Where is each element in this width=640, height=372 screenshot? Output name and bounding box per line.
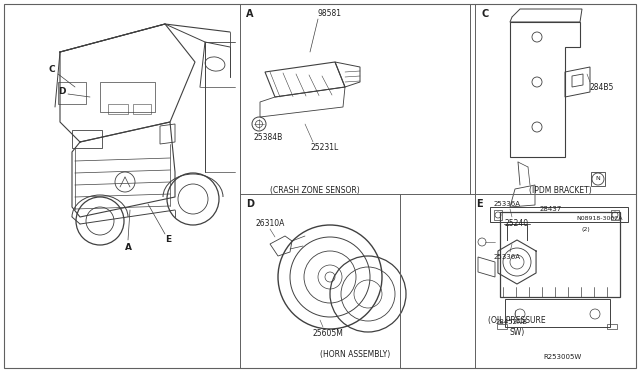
Bar: [490, 207, 628, 222]
Bar: [497, 324, 507, 329]
Text: 26310A: 26310A: [256, 219, 285, 228]
Bar: [500, 212, 620, 297]
Text: N08918-3062A: N08918-3062A: [576, 217, 623, 221]
Bar: [108, 104, 128, 114]
Text: (CRASH ZONE SENSOR): (CRASH ZONE SENSOR): [270, 186, 360, 195]
Text: C: C: [482, 9, 489, 19]
Bar: [133, 104, 151, 114]
Text: C: C: [49, 65, 55, 74]
Text: 25336A: 25336A: [494, 254, 521, 260]
Text: A: A: [125, 243, 131, 251]
Text: (OIL PRESSURE: (OIL PRESSURE: [488, 315, 546, 324]
Bar: [100, 82, 155, 112]
Bar: [494, 210, 502, 220]
Text: 25336A: 25336A: [494, 201, 521, 207]
Bar: [591, 172, 605, 186]
Text: (2): (2): [582, 227, 591, 231]
Bar: [72, 130, 102, 148]
Text: 25231L: 25231L: [311, 142, 339, 151]
Text: A: A: [246, 9, 253, 19]
Bar: [58, 82, 86, 104]
Bar: [611, 210, 619, 220]
Text: D: D: [246, 199, 254, 209]
Text: R253005W: R253005W: [544, 354, 582, 360]
Text: (IPDM BRACKET): (IPDM BRACKET): [529, 186, 591, 195]
Text: 25240: 25240: [505, 219, 529, 228]
Text: D: D: [58, 87, 66, 96]
Bar: [505, 299, 610, 327]
Text: 98581: 98581: [318, 10, 342, 19]
Text: E: E: [476, 199, 483, 209]
Text: (HORN ASSEMBLY): (HORN ASSEMBLY): [320, 350, 390, 359]
Text: 284B5: 284B5: [590, 83, 614, 92]
Text: 25605M: 25605M: [312, 330, 344, 339]
Text: E: E: [165, 235, 171, 244]
Text: 25384B: 25384B: [253, 132, 283, 141]
Text: SW): SW): [509, 327, 525, 337]
Text: 28437: 28437: [540, 206, 563, 212]
Text: N: N: [596, 176, 600, 182]
Bar: [607, 324, 617, 329]
Text: 28452NB: 28452NB: [496, 319, 528, 325]
